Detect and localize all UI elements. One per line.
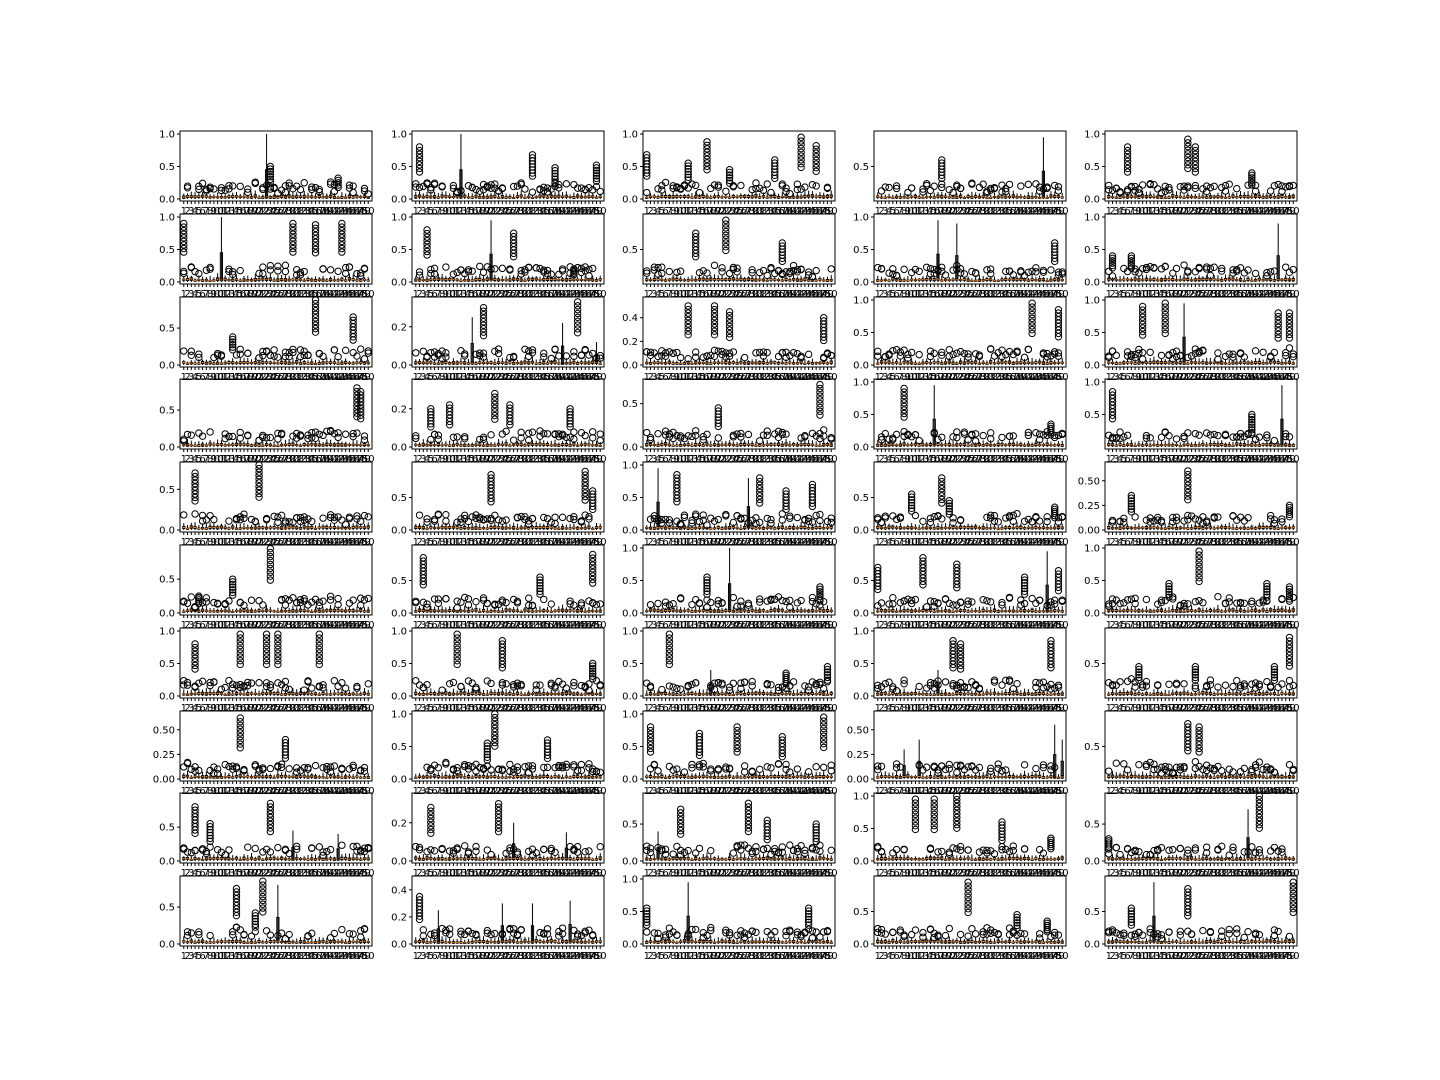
xtick-label: 50: [594, 206, 607, 217]
ytick-label: 0.2: [622, 337, 638, 348]
ytick-label: 0.0: [159, 278, 175, 289]
xtick-label: 50: [362, 372, 375, 383]
ytick-label: 0.5: [159, 162, 175, 173]
ytick-label: 1.0: [159, 213, 175, 224]
ytick-label: 0.0: [1084, 278, 1100, 289]
ytick-label: 1.0: [1084, 130, 1100, 141]
xtick-label: 50: [1056, 206, 1069, 217]
ytick-label: 0.5: [391, 245, 407, 256]
xtick-label: 50: [1287, 206, 1300, 217]
ytick-label: 1.0: [391, 213, 407, 224]
ytick-label: 0.5: [1084, 162, 1100, 173]
xtick-label: 50: [594, 289, 607, 300]
ytick-label: 0.5: [622, 245, 638, 256]
ytick-label: 0.5: [1084, 245, 1100, 256]
ytick-label: 1.0: [1084, 213, 1100, 224]
xtick-label: 50: [594, 372, 607, 383]
ytick-label: 0.0: [622, 361, 638, 372]
ytick-label: 0.5: [622, 162, 638, 173]
xtick-label: 50: [1056, 289, 1069, 300]
xtick-label: 50: [1287, 289, 1300, 300]
xtick-label: 50: [825, 289, 838, 300]
ytick-label: 1.0: [853, 213, 869, 224]
ytick-label: 0.0: [622, 195, 638, 206]
ytick-label: 0.0: [159, 361, 175, 372]
ytick-label: 0.5: [159, 324, 175, 335]
ytick-label: 0.5: [853, 245, 869, 256]
ytick-label: 0.0: [391, 278, 407, 289]
ytick-label: 0.5: [159, 245, 175, 256]
xtick-label: 50: [362, 289, 375, 300]
ytick-label: 0.4: [622, 313, 638, 324]
ytick-label: 0.0: [853, 278, 869, 289]
ytick-label: 0.0: [159, 195, 175, 206]
ytick-label: 1.0: [622, 130, 638, 141]
ytick-label: 0.5: [391, 162, 407, 173]
ytick-label: 0.0: [391, 195, 407, 206]
xtick-label: 50: [825, 372, 838, 383]
ytick-label: 0.5: [853, 162, 869, 173]
ytick-label: 1.0: [391, 130, 407, 141]
ytick-label: 1.0: [159, 130, 175, 141]
ytick-label: 0.0: [1084, 195, 1100, 206]
xtick-label: 50: [362, 206, 375, 217]
ytick-label: 0.0: [391, 361, 407, 372]
xtick-label: 50: [825, 206, 838, 217]
ytick-label: 0.2: [391, 322, 407, 333]
